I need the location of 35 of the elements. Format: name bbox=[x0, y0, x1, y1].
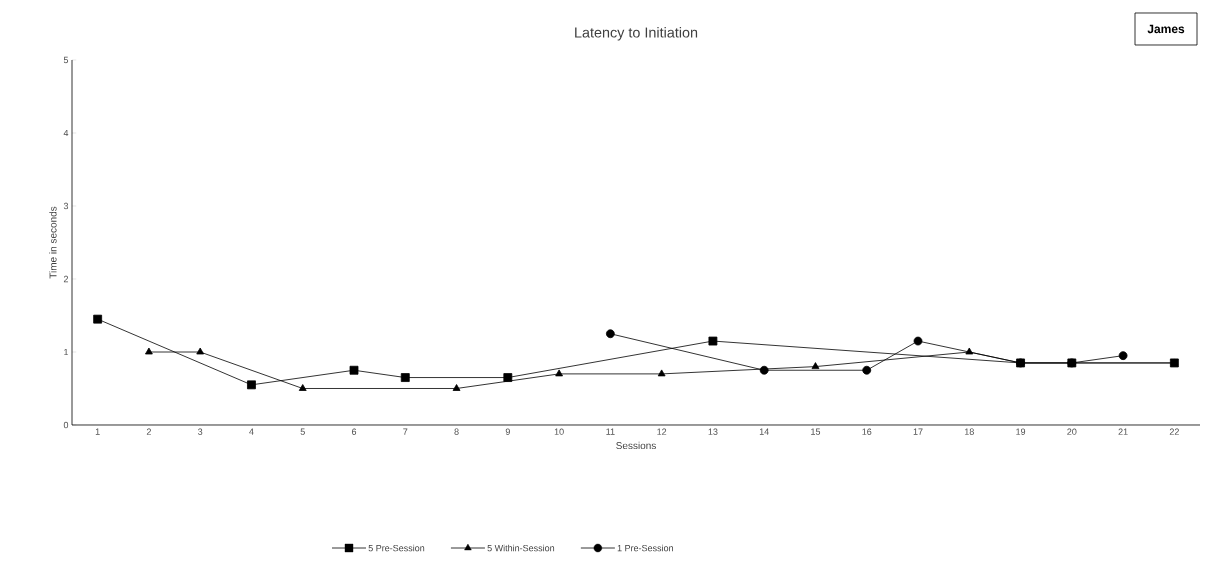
y-tick-label: 5 bbox=[63, 56, 69, 64]
y-tick-label: 3 bbox=[63, 202, 69, 210]
x-tick-label: 17 bbox=[913, 428, 923, 435]
y-tick-label: 0 bbox=[63, 421, 69, 429]
legend-label: 1 Pre-Session bbox=[617, 544, 673, 552]
y-axis-title: Time in seconds bbox=[49, 206, 57, 279]
chart-title: Latency to Initiation bbox=[575, 27, 698, 41]
x-tick-label: 16 bbox=[862, 428, 872, 435]
y-tick-label: 2 bbox=[63, 275, 69, 283]
x-tick-label: 20 bbox=[1067, 428, 1077, 435]
x-tick-label: 21 bbox=[1118, 428, 1128, 435]
x-tick-label: 1 bbox=[95, 428, 100, 435]
legend-label: 5 Within-Session bbox=[487, 544, 555, 552]
x-tick-label: 3 bbox=[198, 428, 203, 435]
x-tick-label: 13 bbox=[708, 428, 718, 435]
x-tick-label: 10 bbox=[554, 428, 564, 435]
x-tick-label: 12 bbox=[657, 428, 667, 435]
x-tick-label: 7 bbox=[403, 428, 408, 435]
x-tick-label: 18 bbox=[964, 428, 974, 435]
x-tick-label: 11 bbox=[606, 428, 615, 435]
x-tick-label: 9 bbox=[505, 428, 510, 435]
legend-label: 5 Pre-Session bbox=[368, 544, 425, 552]
x-tick-label: 15 bbox=[811, 428, 821, 435]
x-tick-label: 6 bbox=[351, 428, 357, 435]
x-tick-label: 22 bbox=[1169, 428, 1179, 435]
y-tick-label: 4 bbox=[63, 129, 69, 137]
x-axis-title: Sessions bbox=[616, 441, 656, 450]
x-tick-label: 4 bbox=[249, 428, 254, 435]
x-tick-label: 14 bbox=[759, 428, 769, 435]
x-tick-label: 5 bbox=[300, 428, 305, 435]
x-tick-label: 2 bbox=[146, 428, 151, 435]
y-tick-label: 1 bbox=[64, 348, 69, 356]
x-tick-label: 19 bbox=[1016, 428, 1026, 435]
x-tick-label: 8 bbox=[454, 428, 459, 435]
text: James bbox=[1147, 24, 1185, 34]
